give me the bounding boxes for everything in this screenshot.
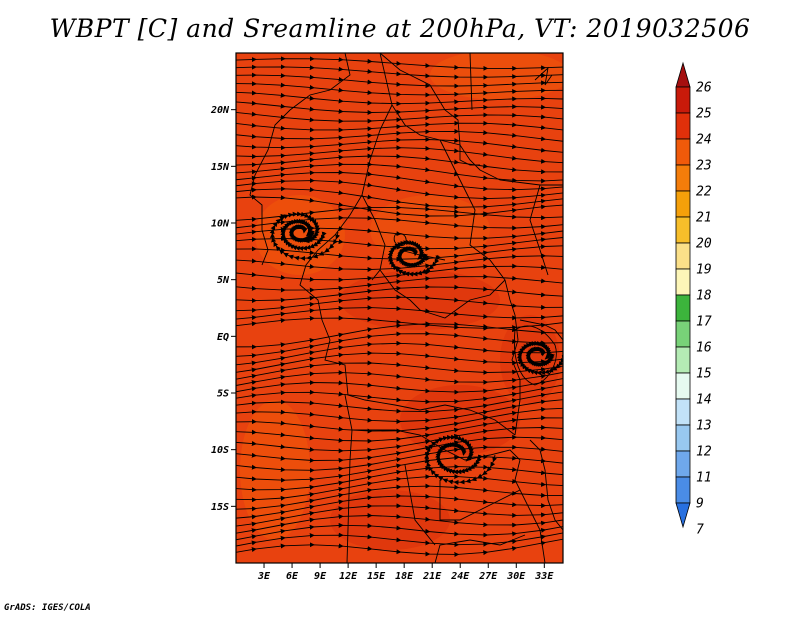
lat-tick-label: 5S [217,389,229,400]
lat-tick-label: 10S [211,445,229,456]
streamline [525,346,555,368]
streamline [236,120,563,133]
streamline [396,246,428,268]
colorbar-label: 23 [696,159,712,174]
map-title: WBPT [C] and Sreamline at 200hPa, VT: 20… [49,14,751,43]
colorbar-label: 13 [696,419,712,434]
streamline [288,224,316,243]
colorbar-label: 7 [696,523,704,538]
colorbar-label: 21 [696,211,712,226]
colorbar-swatch [675,450,691,478]
lat-tick-label: EQ [217,332,229,343]
lon-tick-label: 30E [506,571,526,582]
streamline [435,442,483,475]
colorbar-swatch [675,346,691,374]
colorbar-label: 11 [696,471,712,486]
country-borders [249,53,563,563]
plot-area [236,53,563,563]
longitude-axis: 3E 6E 9E 12E 15E 18E 21E 24E 27E 30E 33E [257,563,554,582]
streamlines [236,56,563,557]
lat-tick-label: 15N [211,162,230,173]
lon-tick-label: 24E [450,571,470,582]
colorbar-top-arrow [675,61,691,88]
colorbar-swatch [675,424,691,452]
colorbar-swatch [675,112,691,140]
lat-tick-label: 20N [210,105,230,116]
colorbar-label: 26 [696,81,712,96]
colorbar-label: 15 [696,367,712,382]
colorbar-swatch [675,164,691,192]
lat-tick-label: 10N [211,219,230,230]
colorbar-label: 9 [696,497,704,512]
colorbar-label: 12 [696,445,712,460]
lon-tick-label: 18E [395,571,414,582]
colorbar-swatch [675,190,691,218]
colorbar-legend: 26 25 24 23 22 21 20 19 18 17 16 15 14 13 12 11 9 7 [675,61,712,538]
colorbar-bottom-arrow [675,502,691,529]
colorbar-swatch [675,372,691,400]
colorbar-label: 17 [696,315,712,330]
colorbar-swatch [675,216,691,244]
colorbar-label: 24 [696,133,712,148]
lon-tick-label: 6E [286,571,299,582]
colorbar-label: 22 [696,185,712,200]
colorbar-label: 19 [696,263,712,278]
colorbar-label: 14 [696,393,712,408]
colorbar-swatch [675,138,691,166]
latitude-axis: 20N 15N 10N 5N EQ 5S 10S 15S [210,105,236,513]
colorbar-swatch [675,320,691,348]
lon-tick-label: 33E [534,571,554,582]
plot-frame [235,52,564,564]
lat-tick-label: 15S [211,502,229,513]
lon-tick-label: 9E [314,571,327,582]
streamline [236,538,563,557]
colorbar-label: 16 [696,341,712,356]
lon-tick-label: 21E [422,571,442,582]
colorbar-swatch [675,268,691,296]
colorbar-swatch [675,398,691,426]
colorbar-swatch [675,242,691,270]
streamline [236,111,563,124]
lon-tick-label: 15E [367,571,386,582]
lon-tick-label: 12E [339,571,358,582]
lon-tick-label: 3E [257,571,271,582]
colorbar-swatch [675,476,691,504]
colorbar-label: 20 [696,237,712,252]
colorbar-label: 18 [696,289,712,304]
lat-tick-label: 5N [217,275,230,286]
colorbar-swatch [675,294,691,322]
colorbar-label: 25 [696,107,712,122]
grads-credit: GrADS: IGES/COLA [4,603,91,613]
lon-tick-label: 27E [478,571,498,582]
colorbar-swatch [675,86,691,114]
